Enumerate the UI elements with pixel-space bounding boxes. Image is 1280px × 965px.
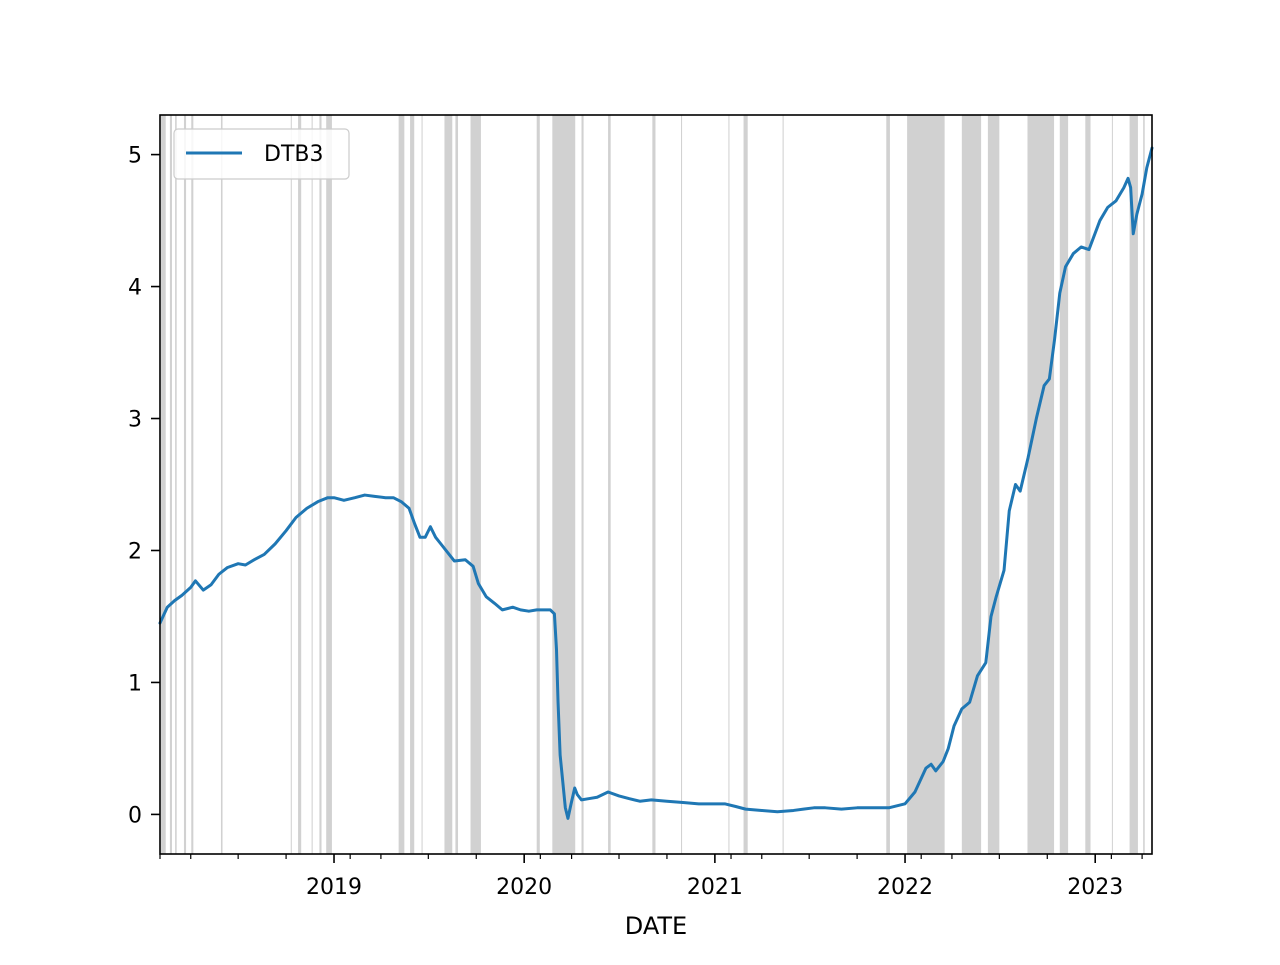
x-axis: 2019 2020 2021 2022 2023 <box>159 854 1143 900</box>
y-tick-label: 0 <box>128 803 142 828</box>
highlight-band <box>1027 115 1055 854</box>
highlight-band <box>1111 115 1113 854</box>
highlight-band <box>782 115 784 854</box>
highlight-band <box>455 115 459 854</box>
legend: DTB3 <box>173 128 350 180</box>
x-tick-label: 2023 <box>1067 875 1123 900</box>
highlight-band <box>536 115 540 854</box>
highlight-band <box>220 115 223 854</box>
y-tick-label: 2 <box>128 539 142 564</box>
y-axis: 0 1 2 3 4 5 <box>128 144 160 828</box>
highlight-band <box>311 115 313 854</box>
highlight-band <box>290 115 292 854</box>
highlight-band <box>183 115 187 854</box>
highlight-band <box>987 115 1000 854</box>
highlight-band <box>728 115 730 854</box>
y-tick-label: 3 <box>128 408 142 433</box>
highlight-band <box>907 115 945 854</box>
highlight-band <box>1059 115 1069 854</box>
legend-box <box>173 128 350 180</box>
highlight-band <box>1129 115 1138 854</box>
highlight-band <box>743 115 748 854</box>
x-axis-title: DATE <box>625 912 687 940</box>
highlight-band <box>161 115 166 854</box>
highlight-band <box>961 115 982 854</box>
highlight-band <box>1143 115 1145 854</box>
highlight-band <box>319 115 322 854</box>
highlight-band <box>608 115 611 854</box>
y-tick-label: 5 <box>128 144 142 169</box>
highlight-band <box>552 115 576 854</box>
highlight-band <box>191 115 194 854</box>
highlight-band <box>398 115 405 854</box>
highlight-band <box>886 115 890 854</box>
highlight-band <box>652 115 656 854</box>
series-line-dtb3 <box>158 146 1154 820</box>
series-layer <box>158 146 1154 820</box>
highlight-band <box>175 115 177 854</box>
highlight-band <box>581 115 584 854</box>
plot-frame <box>159 114 1153 855</box>
highlight-band <box>681 115 683 854</box>
highlight-band <box>326 115 332 854</box>
y-tick-label: 1 <box>128 671 142 696</box>
x-tick-label: 2022 <box>877 875 933 900</box>
highlight-band <box>470 115 481 854</box>
legend-label-dtb3: DTB3 <box>264 142 323 167</box>
x-tick-label: 2021 <box>687 875 743 900</box>
y-tick-label: 4 <box>128 276 142 301</box>
highlight-band <box>1085 115 1091 854</box>
highlight-band <box>444 115 453 854</box>
x-tick-label: 2020 <box>496 875 552 900</box>
highlight-band <box>169 115 172 854</box>
highlight-band <box>410 115 415 854</box>
highlight-band <box>421 115 423 854</box>
x-tick-label: 2019 <box>306 875 362 900</box>
highlight-band <box>298 115 302 854</box>
